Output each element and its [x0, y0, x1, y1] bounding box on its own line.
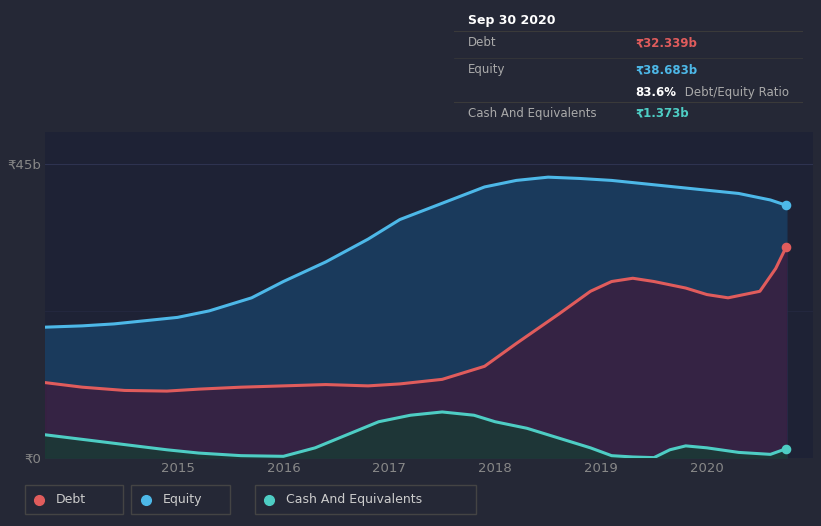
Text: Debt: Debt	[468, 36, 497, 49]
Text: Equity: Equity	[163, 493, 202, 507]
Point	[780, 201, 793, 209]
Text: ₹38.683b: ₹38.683b	[635, 63, 698, 76]
Text: Sep 30 2020: Sep 30 2020	[468, 14, 556, 27]
Text: Cash And Equivalents: Cash And Equivalents	[286, 493, 422, 507]
Text: 83.6%: 83.6%	[635, 86, 677, 98]
Text: ₹1.373b: ₹1.373b	[635, 107, 689, 119]
Text: Cash And Equivalents: Cash And Equivalents	[468, 107, 597, 119]
Point	[780, 444, 793, 453]
Point	[780, 242, 793, 251]
Text: Equity: Equity	[468, 63, 506, 76]
Text: Debt/Equity Ratio: Debt/Equity Ratio	[681, 86, 789, 98]
Text: Debt: Debt	[56, 493, 86, 507]
Text: ₹32.339b: ₹32.339b	[635, 36, 697, 49]
